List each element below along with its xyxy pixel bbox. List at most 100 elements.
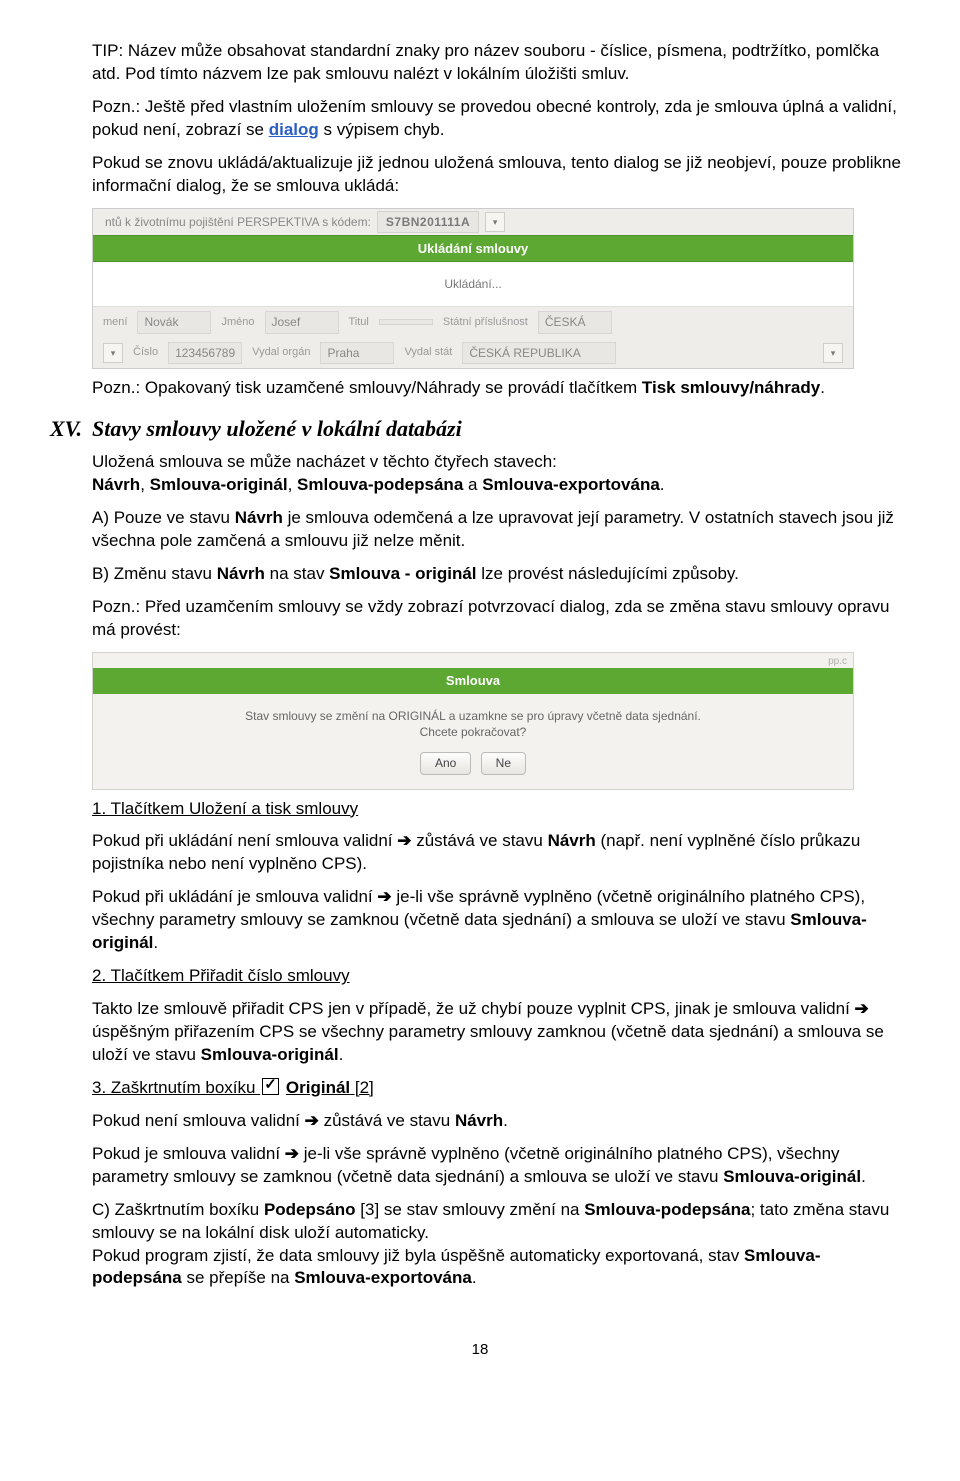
- row1-v1: Novák: [137, 311, 211, 333]
- dropdown-icon: ▾: [103, 343, 123, 363]
- C-mid1: [3] se stav smlouvy změní na: [356, 1200, 585, 1219]
- dropdown-icon: ▾: [485, 212, 505, 232]
- section-number: XV.: [50, 414, 92, 444]
- m3-p1c: .: [503, 1111, 508, 1130]
- m3-title-suf: [2]: [350, 1078, 374, 1097]
- m3-p1a: Pokud není smlouva validní: [92, 1111, 305, 1130]
- row1-l1: mení: [103, 315, 127, 330]
- m1-p1b: zůstává ve stavu: [412, 831, 548, 850]
- tip-paragraph: TIP: Název může obsahovat standardní zna…: [92, 40, 910, 86]
- saving-dialog-screenshot: ntů k životnímu pojištění PERSPEKTIVA s …: [92, 208, 854, 369]
- row2-v1: 123456789: [168, 342, 242, 364]
- row1-l2: Jméno: [221, 315, 254, 330]
- m2-pbold: Smlouva-originál: [201, 1045, 339, 1064]
- C-b2: Smlouva-podepsána: [584, 1200, 750, 1219]
- row1-v3: [379, 319, 433, 325]
- row2-v3: ČESKÁ REPUBLIKA: [462, 342, 616, 364]
- state-1: Návrh: [92, 475, 140, 494]
- shot1-status: Ukládání...: [93, 262, 853, 307]
- row1-l3: Titul: [349, 315, 369, 330]
- section-header: XV. Stavy smlouvy uložené v lokální data…: [50, 414, 910, 444]
- para-C1: C) Zaškrtnutím boxíku Podepsáno [3] se s…: [92, 1199, 910, 1291]
- shot1-toplabel: ntů k životnímu pojištění PERSPEKTIVA s …: [105, 214, 371, 230]
- pozn1-before: Ještě před vlastním uložením smlouvy se …: [92, 97, 897, 139]
- pozn1-after: s výpisem chyb.: [319, 120, 445, 139]
- shot1-row2: ▾ Číslo 123456789 Vydal orgán Praha Vyda…: [93, 338, 853, 368]
- m2-p: Takto lze smlouvě přiřadit CPS jen v pří…: [92, 998, 910, 1067]
- B-b1: Návrh: [217, 564, 265, 583]
- yes-button[interactable]: Ano: [420, 752, 471, 774]
- C-p2a: Pokud program zjistí, že data smlouvy ji…: [92, 1246, 744, 1265]
- m3-p1b: zůstává ve stavu: [319, 1111, 455, 1130]
- m1-p1: Pokud při ukládání není smlouva validní …: [92, 830, 910, 876]
- m3-p2a: Pokud je smlouva validní: [92, 1144, 285, 1163]
- pozn2-text: Opakovaný tisk uzamčené smlouvy/Náhrady …: [140, 378, 642, 397]
- row1-l4: Státní příslušnost: [443, 315, 528, 330]
- C-pre: C) Zaškrtnutím boxíku: [92, 1200, 264, 1219]
- shot1-greenbar: Ukládání smlouvy: [93, 235, 853, 263]
- no-button[interactable]: Ne: [481, 752, 526, 774]
- m3-title-bold: Originál: [286, 1078, 350, 1097]
- B-pre: B) Změnu stavu: [92, 564, 217, 583]
- shot2-msg: Stav smlouvy se změní na ORIGINÁL a uzam…: [93, 694, 853, 746]
- pozn2-prefix: Pozn.:: [92, 378, 140, 397]
- m3-p2: Pokud je smlouva validní ➔ je-li vše spr…: [92, 1143, 910, 1189]
- shot1-row1: mení Novák Jméno Josef Titul Státní přís…: [93, 307, 853, 337]
- A-bold: Návrh: [235, 508, 283, 527]
- C-p2b: se přepíše na: [182, 1268, 294, 1287]
- m3-p1bold: Návrh: [455, 1111, 503, 1130]
- m1-p2: Pokud při ukládání je smlouva validní ➔ …: [92, 886, 910, 955]
- m1-p2a: Pokud při ukládání je smlouva validní: [92, 887, 377, 906]
- C-p2c: .: [472, 1268, 477, 1287]
- checkbox-icon: [262, 1078, 279, 1095]
- m3-p1: Pokud není smlouva validní ➔ zůstává ve …: [92, 1110, 910, 1133]
- row2-l3: Vydal stát: [404, 345, 452, 360]
- states-intro-text: Uložená smlouva se může nacházet v těcht…: [92, 452, 557, 471]
- state-2: Smlouva-originál: [150, 475, 288, 494]
- A-pre: A) Pouze ve stavu: [92, 508, 235, 527]
- shot1-toprow: ntů k životnímu pojištění PERSPEKTIVA s …: [93, 209, 853, 235]
- arrow-icon: ➔: [305, 1111, 319, 1130]
- pozn1-paragraph: Pozn.: Ještě před vlastním uložením smlo…: [92, 96, 910, 142]
- row2-v2: Praha: [320, 342, 394, 364]
- dropdown-icon: ▾: [823, 343, 843, 363]
- shot2-greenbar: Smlouva: [93, 668, 853, 694]
- m3-p2c: .: [861, 1167, 866, 1186]
- m1-p1a: Pokud při ukládání není smlouva validní: [92, 831, 397, 850]
- shot2-url: pp.c: [93, 653, 853, 669]
- pozn1-prefix: Pozn.:: [92, 97, 140, 116]
- B-mid1: na stav: [265, 564, 329, 583]
- C-b4: Smlouva-exportována: [294, 1268, 472, 1287]
- m3-p2bold: Smlouva-originál: [723, 1167, 861, 1186]
- method2-title: 2. Tlačítkem Přiřadit číslo smlouvy: [92, 965, 910, 988]
- page-number: 18: [50, 1340, 910, 1360]
- method3-title: 3. Zaškrtnutím boxíku Originál [2]: [92, 1077, 910, 1100]
- pozn3-prefix: Pozn.:: [92, 597, 140, 616]
- C-b1: Podepsáno: [264, 1200, 356, 1219]
- arrow-icon: ➔: [377, 887, 391, 906]
- m1-p1bold: Návrh: [548, 831, 596, 850]
- row1-v2: Josef: [265, 311, 339, 333]
- row2-l2: Vydal orgán: [252, 345, 310, 360]
- B-mid2: lze provést následujícími způsoby.: [477, 564, 739, 583]
- tip-text: Název může obsahovat standardní znaky pr…: [92, 41, 879, 83]
- B-b2: Smlouva - originál: [329, 564, 476, 583]
- m1-title: 1. Tlačítkem Uložení a tisk smlouvy: [92, 799, 358, 818]
- m3-title-pre: 3. Zaškrtnutím boxíku: [92, 1078, 260, 1097]
- shot2-buttons: Ano Ne: [93, 746, 853, 788]
- section-title: Stavy smlouvy uložené v lokální databázi: [92, 414, 462, 444]
- para-uklada: Pokud se znovu ukládá/aktualizuje již je…: [92, 152, 910, 198]
- pozn2-bold: Tisk smlouvy/náhrady: [642, 378, 820, 397]
- shot2-msg1: Stav smlouvy se změní na ORIGINÁL a uzam…: [245, 709, 701, 723]
- m1-p2c: .: [153, 933, 158, 952]
- pozn2-suffix: .: [820, 378, 825, 397]
- m2-pc: .: [339, 1045, 344, 1064]
- para-A: A) Pouze ve stavu Návrh je smlouva odemč…: [92, 507, 910, 553]
- state-4: Smlouva-exportována: [482, 475, 660, 494]
- pozn2-paragraph: Pozn.: Opakovaný tisk uzamčené smlouvy/N…: [92, 377, 910, 400]
- m2-title: 2. Tlačítkem Přiřadit číslo smlouvy: [92, 966, 350, 985]
- method1-title: 1. Tlačítkem Uložení a tisk smlouvy: [92, 798, 910, 821]
- arrow-icon: ➔: [397, 831, 411, 850]
- dialog-link[interactable]: dialog: [269, 120, 319, 139]
- arrow-icon: ➔: [855, 999, 869, 1018]
